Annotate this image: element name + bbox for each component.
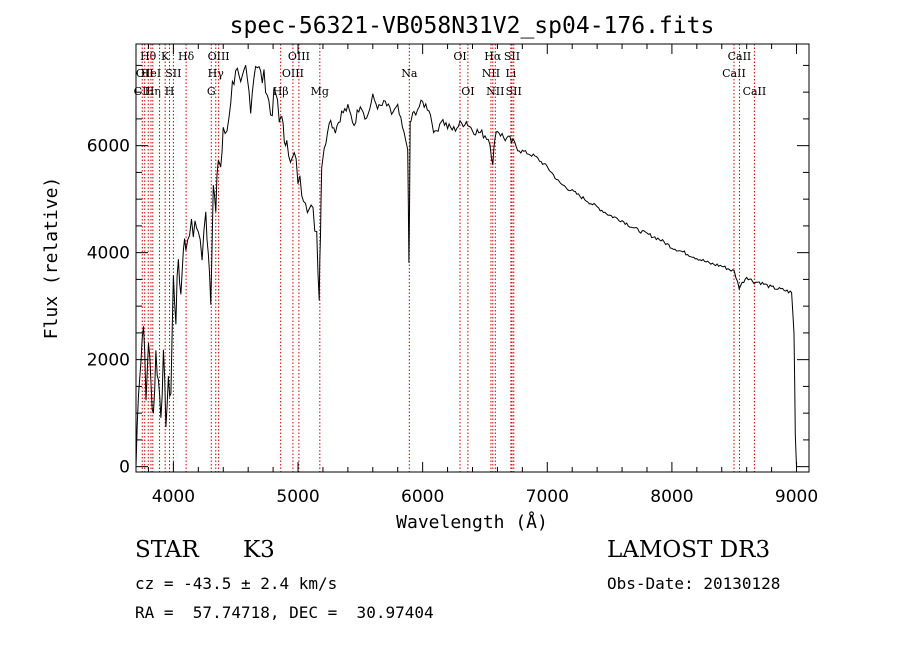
object-class: STAR (135, 537, 199, 563)
x-tick-label: 7000 (526, 487, 569, 507)
axis-ticks: 4000 5000 6000 7000 8000 9000 0 2000 4000 6000 (87, 44, 818, 507)
x-tick-label: 5000 (276, 487, 319, 507)
line-marker-label: Li (505, 67, 516, 80)
line-marker-label: G (207, 85, 216, 98)
line-marker-label: Mg (311, 85, 329, 98)
line-marker-label: CaII (743, 85, 767, 98)
line-marker-label: SII (506, 85, 522, 98)
line-marker-label: Hβ (273, 85, 289, 98)
coordinates: RA = 57.74718, DEC = 30.97404 (135, 603, 434, 622)
line-marker-label: Hδ (178, 50, 195, 63)
x-tick-label: 8000 (650, 487, 693, 507)
line-marker-label: Hθ (140, 50, 157, 63)
line-marker-label: CII (134, 85, 151, 98)
spectral-line-markers: CII OII Hθ HeI Hη K H SII Hδ G Hγ OIII Hβ OIII OIII Mg N… (134, 44, 767, 472)
line-marker-label: HeI (141, 67, 161, 80)
survey-name: LAMOST DR3 (607, 537, 771, 563)
chart-title: spec-56321-VB058N31V2_sp04-176.fits (230, 13, 715, 39)
y-tick-label: 2000 (87, 351, 130, 371)
x-tick-label: 6000 (401, 487, 444, 507)
x-tick-label: 9000 (775, 487, 818, 507)
redshift-readout: cz = -43.5 ± 2.4 km/s (135, 574, 338, 593)
line-marker-label: SII (504, 50, 520, 63)
y-tick-label: 4000 (87, 244, 130, 264)
spectrum-series (135, 65, 797, 467)
line-marker-label: CaII (722, 67, 746, 80)
line-marker-label: OI (461, 85, 474, 98)
x-axis-label: Wavelength (Å) (396, 511, 548, 533)
line-marker-label: Hγ (208, 67, 225, 80)
line-marker-label: SII (165, 67, 181, 80)
line-marker-label: OII (136, 67, 154, 80)
line-marker-label: OI (453, 50, 466, 63)
spectrum-line (135, 65, 797, 467)
line-marker-label: NII (486, 85, 504, 98)
line-marker-label: Hη (145, 85, 161, 98)
x-tick-label: 4000 (152, 487, 195, 507)
line-marker-label: Na (401, 67, 418, 80)
object-subclass: K3 (243, 537, 275, 563)
line-marker-label: CaII (728, 50, 752, 63)
obs-date: Obs-Date: 20130128 (607, 574, 781, 593)
plot-frame (135, 43, 810, 473)
line-marker-label: NII (482, 67, 500, 80)
y-tick-label: 6000 (87, 137, 130, 157)
y-axis-label: Flux (relative) (41, 177, 62, 340)
line-marker-label: OIII (282, 67, 304, 80)
y-tick-label: 0 (119, 458, 130, 478)
line-marker-label: K (161, 50, 170, 63)
line-marker-label: OIII (208, 50, 230, 63)
line-marker-label: H (165, 85, 175, 98)
line-marker-label: Hα (484, 50, 502, 63)
line-marker-label: OIII (288, 50, 310, 63)
